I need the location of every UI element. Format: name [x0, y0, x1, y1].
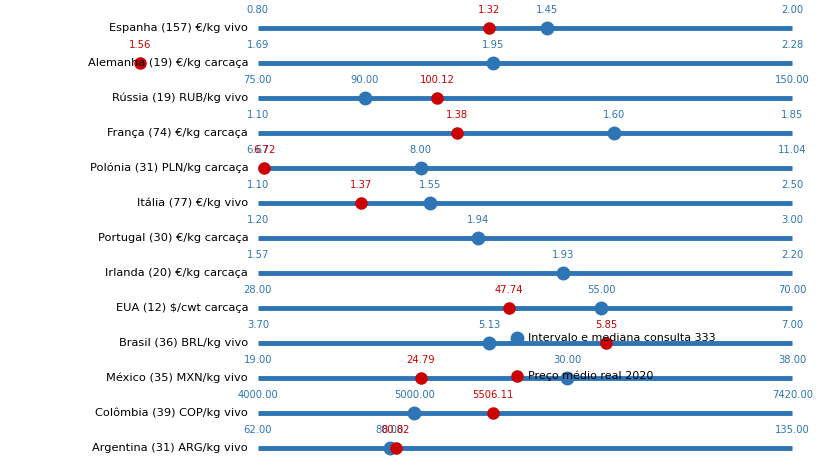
- Text: 90.00: 90.00: [351, 76, 378, 86]
- Text: Brasil (36) BRL/kg vivo: Brasil (36) BRL/kg vivo: [119, 338, 248, 348]
- Text: 1.69: 1.69: [247, 40, 269, 50]
- Text: 1.38: 1.38: [446, 110, 468, 120]
- Text: 1.56: 1.56: [129, 40, 152, 50]
- Text: 38.00: 38.00: [777, 355, 806, 365]
- Text: 19.00: 19.00: [243, 355, 272, 365]
- Text: 2.20: 2.20: [781, 250, 803, 260]
- Text: 1.93: 1.93: [551, 250, 574, 260]
- Text: 4000.00: 4000.00: [238, 390, 278, 400]
- Text: 1.95: 1.95: [482, 40, 504, 50]
- Text: México (35) MXN/kg vivo: México (35) MXN/kg vivo: [106, 372, 248, 383]
- Text: 30.00: 30.00: [553, 355, 581, 365]
- Text: 1.32: 1.32: [477, 5, 500, 15]
- Text: Preço médio real 2020: Preço médio real 2020: [527, 371, 652, 381]
- Text: Intervalo e mediana consulta 333: Intervalo e mediana consulta 333: [527, 332, 714, 342]
- Text: 2.28: 2.28: [781, 40, 803, 50]
- Text: França (74) €/kg carcaça: França (74) €/kg carcaça: [107, 128, 248, 138]
- Text: 5.85: 5.85: [595, 320, 617, 330]
- Text: 75.00: 75.00: [243, 76, 272, 86]
- Text: 1.94: 1.94: [466, 215, 488, 225]
- Text: 1.55: 1.55: [418, 180, 441, 190]
- Text: 55.00: 55.00: [586, 285, 615, 295]
- Text: 6.72: 6.72: [252, 145, 275, 155]
- Text: 0.80: 0.80: [247, 5, 269, 15]
- Text: 1.37: 1.37: [350, 180, 372, 190]
- Text: Polónia (31) PLN/kg carcaça: Polónia (31) PLN/kg carcaça: [89, 162, 248, 173]
- Text: 24.79: 24.79: [406, 355, 435, 365]
- Text: Alemanha (19) €/kg carcaça: Alemanha (19) €/kg carcaça: [88, 58, 248, 68]
- Text: Portugal (30) €/kg carcaça: Portugal (30) €/kg carcaça: [97, 233, 248, 243]
- Text: 62.00: 62.00: [243, 425, 272, 435]
- Text: Rússia (19) RUB/kg vivo: Rússia (19) RUB/kg vivo: [111, 93, 248, 103]
- Text: Itália (77) €/kg vivo: Itália (77) €/kg vivo: [137, 198, 248, 208]
- Text: 7.00: 7.00: [781, 320, 803, 330]
- Text: Irlanda (20) €/kg carcaça: Irlanda (20) €/kg carcaça: [106, 268, 248, 278]
- Text: 1.10: 1.10: [247, 180, 269, 190]
- Text: 6.67: 6.67: [247, 145, 269, 155]
- Text: 150.00: 150.00: [774, 76, 808, 86]
- Text: 70.00: 70.00: [777, 285, 806, 295]
- Text: 11.04: 11.04: [777, 145, 806, 155]
- Text: 80.00: 80.00: [375, 425, 403, 435]
- Text: 5506.11: 5506.11: [472, 390, 514, 400]
- Text: 80.82: 80.82: [381, 425, 410, 435]
- Text: 8.00: 8.00: [409, 145, 431, 155]
- Text: 47.74: 47.74: [494, 285, 523, 295]
- Text: 1.60: 1.60: [602, 110, 625, 120]
- Text: 1.85: 1.85: [781, 110, 803, 120]
- Text: 28.00: 28.00: [243, 285, 272, 295]
- Text: 1.10: 1.10: [247, 110, 269, 120]
- Text: Colômbia (39) COP/kg vivo: Colômbia (39) COP/kg vivo: [95, 408, 248, 418]
- Text: 7420.00: 7420.00: [771, 390, 812, 400]
- Text: Espanha (157) €/kg vivo: Espanha (157) €/kg vivo: [109, 23, 248, 33]
- Text: 5000.00: 5000.00: [393, 390, 434, 400]
- Text: 1.45: 1.45: [536, 5, 558, 15]
- Text: 135.00: 135.00: [774, 425, 808, 435]
- Text: 5.13: 5.13: [477, 320, 500, 330]
- Text: 3.00: 3.00: [781, 215, 803, 225]
- Text: 2.00: 2.00: [781, 5, 803, 15]
- Text: 1.57: 1.57: [247, 250, 269, 260]
- Text: Argentina (31) ARG/kg vivo: Argentina (31) ARG/kg vivo: [93, 443, 248, 453]
- Text: 2.50: 2.50: [781, 180, 803, 190]
- Text: EUA (12) $/cwt carcaça: EUA (12) $/cwt carcaça: [115, 303, 248, 313]
- Text: 1.20: 1.20: [247, 215, 269, 225]
- Text: 100.12: 100.12: [419, 76, 454, 86]
- Text: 3.70: 3.70: [247, 320, 269, 330]
